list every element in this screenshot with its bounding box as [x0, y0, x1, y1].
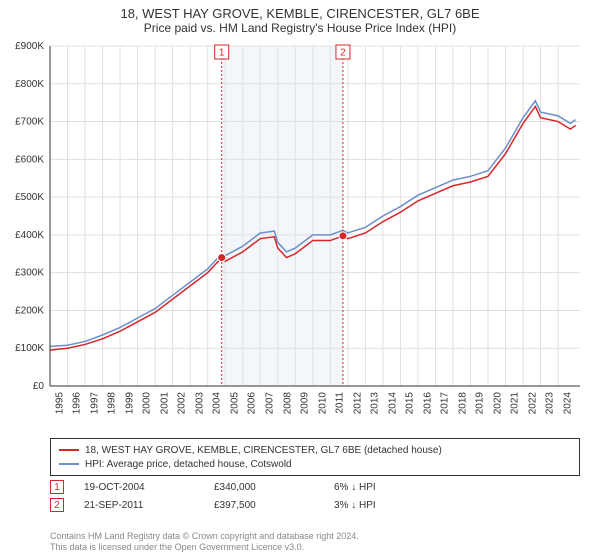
page-title: 18, WEST HAY GROVE, KEMBLE, CIRENCESTER,…	[0, 0, 600, 21]
legend-label: 18, WEST HAY GROVE, KEMBLE, CIRENCESTER,…	[85, 445, 442, 456]
x-axis-labels: 1995199619971998199920002001200220032004…	[50, 388, 580, 438]
svg-text:£400K: £400K	[15, 230, 44, 241]
svg-text:£100K: £100K	[15, 343, 44, 354]
footer-line: Contains HM Land Registry data © Crown c…	[50, 531, 359, 543]
svg-text:£200K: £200K	[15, 305, 44, 316]
sale-price: £397,500	[214, 500, 314, 511]
svg-text:£500K: £500K	[15, 192, 44, 203]
chart-svg: £0£100K£200K£300K£400K£500K£600K£700K£80…	[50, 46, 580, 386]
svg-text:£600K: £600K	[15, 154, 44, 165]
footer-line: This data is licensed under the Open Gov…	[50, 542, 359, 554]
sale-date: 21-SEP-2011	[84, 500, 194, 511]
sales-table: 1 19-OCT-2004 £340,000 6% ↓ HPI 2 21-SEP…	[50, 478, 580, 514]
sale-delta: 3% ↓ HPI	[334, 500, 376, 511]
svg-text:£300K: £300K	[15, 268, 44, 279]
sale-marker: 1	[50, 480, 64, 494]
sale-row: 2 21-SEP-2011 £397,500 3% ↓ HPI	[50, 496, 580, 514]
legend-swatch-blue	[59, 463, 79, 465]
legend: 18, WEST HAY GROVE, KEMBLE, CIRENCESTER,…	[50, 438, 580, 476]
sale-row: 1 19-OCT-2004 £340,000 6% ↓ HPI	[50, 478, 580, 496]
svg-text:2: 2	[340, 48, 346, 59]
svg-text:£900K: £900K	[15, 41, 44, 52]
legend-item: HPI: Average price, detached house, Cots…	[59, 457, 571, 471]
sale-marker: 2	[50, 498, 64, 512]
svg-text:£0: £0	[33, 381, 45, 392]
svg-text:£700K: £700K	[15, 117, 44, 128]
legend-swatch-red	[59, 449, 79, 451]
page-subtitle: Price paid vs. HM Land Registry's House …	[0, 21, 600, 41]
legend-item: 18, WEST HAY GROVE, KEMBLE, CIRENCESTER,…	[59, 443, 571, 457]
chart: £0£100K£200K£300K£400K£500K£600K£700K£80…	[50, 46, 580, 386]
sale-price: £340,000	[214, 482, 314, 493]
svg-text:£800K: £800K	[15, 79, 44, 90]
footer: Contains HM Land Registry data © Crown c…	[50, 531, 359, 554]
legend-label: HPI: Average price, detached house, Cots…	[85, 459, 292, 470]
svg-text:1: 1	[219, 48, 225, 59]
sale-delta: 6% ↓ HPI	[334, 482, 376, 493]
sale-date: 19-OCT-2004	[84, 482, 194, 493]
